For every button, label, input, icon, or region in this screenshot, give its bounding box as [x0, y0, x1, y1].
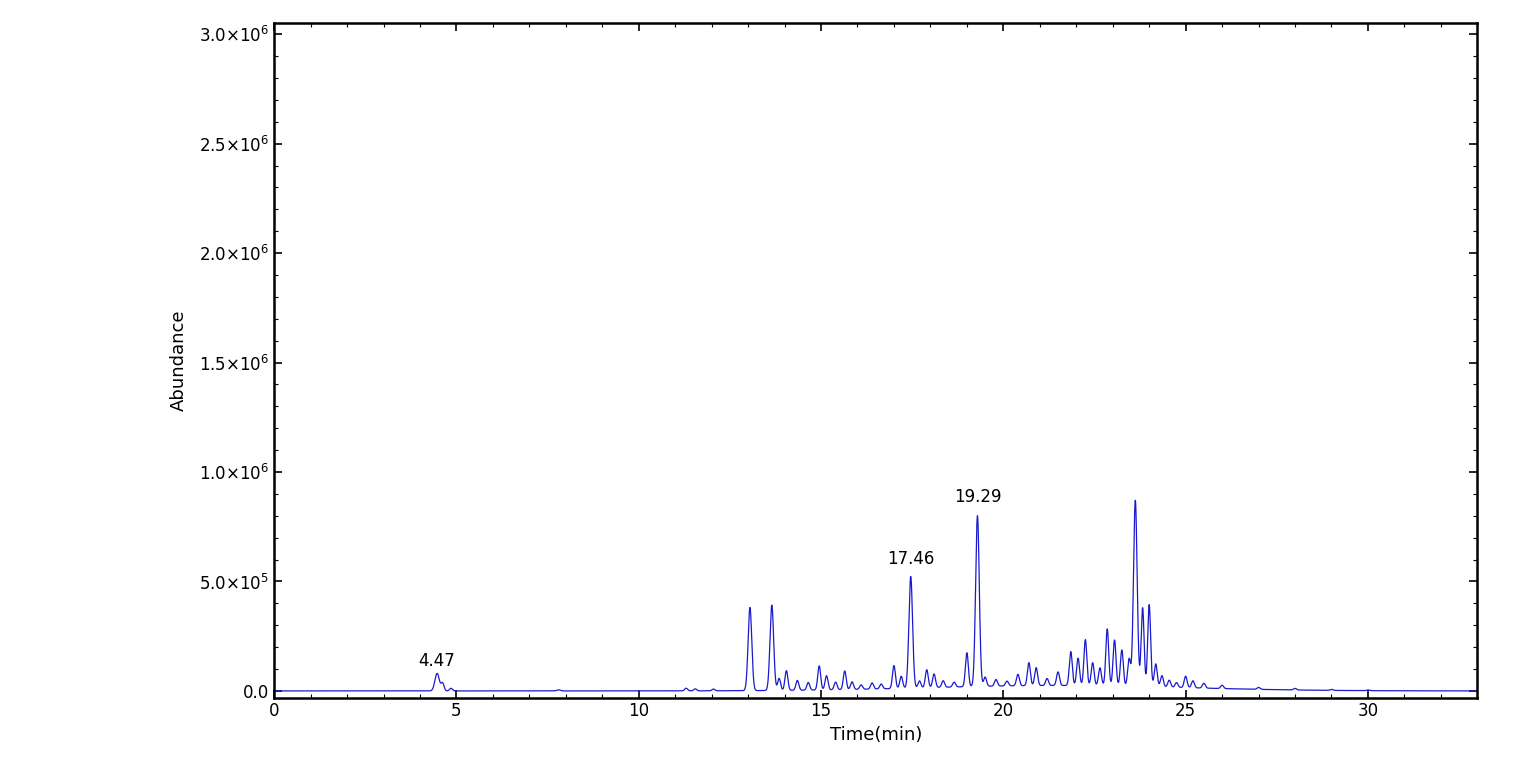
Text: 4.47: 4.47: [419, 652, 455, 670]
Y-axis label: Abundance: Abundance: [171, 310, 187, 411]
Text: 17.46: 17.46: [886, 550, 935, 568]
X-axis label: Time(min): Time(min): [830, 726, 921, 744]
Text: 19.29: 19.29: [953, 488, 1001, 506]
